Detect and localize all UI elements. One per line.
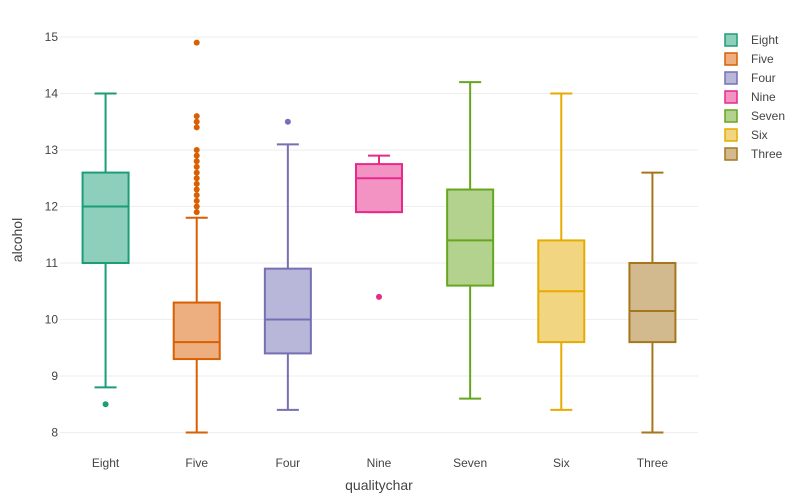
legend-item-nine[interactable]: Nine xyxy=(724,90,776,104)
y-tick-label: 9 xyxy=(51,369,58,383)
outlier-point xyxy=(193,163,200,170)
legend-label: Nine xyxy=(751,90,776,104)
iqr-box xyxy=(628,261,677,344)
iqr-box xyxy=(263,267,312,355)
outlier-point xyxy=(193,113,200,120)
x-tick-label: Six xyxy=(553,456,570,470)
legend[interactable]: Eight Five Four Nine Seven Six Three xyxy=(724,33,785,161)
x-tick-label: Three xyxy=(637,456,669,470)
box-four[interactable] xyxy=(263,118,312,411)
x-tick-label: Eight xyxy=(92,456,120,470)
outlier-point xyxy=(193,152,200,159)
iqr-box xyxy=(446,188,495,287)
outlier-point xyxy=(193,180,200,187)
plot-area[interactable] xyxy=(81,39,677,434)
y-tick-label: 12 xyxy=(45,199,59,213)
x-tick-label: Nine xyxy=(367,456,392,470)
outlier-point xyxy=(193,146,200,153)
legend-item-eight[interactable]: Eight xyxy=(724,33,779,47)
legend-swatch xyxy=(724,71,738,85)
outlier-point xyxy=(193,39,200,46)
outlier-point xyxy=(193,158,200,165)
legend-swatch xyxy=(724,33,738,47)
legend-item-seven[interactable]: Seven xyxy=(724,109,785,123)
legend-item-six[interactable]: Six xyxy=(724,128,768,142)
y-tick-label: 13 xyxy=(45,143,59,157)
outlier-point xyxy=(193,203,200,210)
legend-label: Five xyxy=(751,52,774,66)
outlier-point xyxy=(193,175,200,182)
legend-swatch xyxy=(724,90,738,104)
legend-swatch xyxy=(724,128,738,142)
x-tick-label: Seven xyxy=(453,456,487,470)
x-axis-title: qualitychar xyxy=(345,477,413,493)
legend-item-four[interactable]: Four xyxy=(724,71,776,85)
legend-swatch xyxy=(724,52,738,66)
legend-label: Eight xyxy=(751,33,779,47)
legend-label: Four xyxy=(751,71,776,85)
y-axis-title: alcohol xyxy=(9,218,25,262)
box-five[interactable] xyxy=(172,39,221,434)
y-tick-label: 14 xyxy=(45,86,59,100)
box-eight[interactable] xyxy=(81,92,130,408)
outlier-point xyxy=(102,401,109,408)
legend-item-three[interactable]: Three xyxy=(724,147,783,161)
y-tick-label: 8 xyxy=(51,426,58,440)
x-tick-labels: Eight Five Four Nine Seven Six Three xyxy=(92,456,669,470)
y-tick-label: 10 xyxy=(45,313,59,327)
legend-label: Six xyxy=(751,128,768,142)
legend-item-five[interactable]: Five xyxy=(724,52,774,66)
iqr-box xyxy=(355,163,403,214)
y-tick-labels: 8 9 10 11 12 13 14 15 xyxy=(45,30,59,440)
legend-swatch xyxy=(724,147,738,161)
y-tick-label: 15 xyxy=(45,30,59,44)
legend-label: Seven xyxy=(751,109,785,123)
outlier-point xyxy=(193,124,200,131)
outlier-point xyxy=(376,293,382,300)
iqr-box xyxy=(81,171,130,264)
gridlines xyxy=(60,36,698,434)
x-tick-label: Five xyxy=(185,456,208,470)
outlier-point xyxy=(193,192,200,199)
outlier-point xyxy=(193,169,200,176)
box-seven[interactable] xyxy=(446,81,495,400)
box-three[interactable] xyxy=(628,171,677,434)
x-tick-label: Four xyxy=(276,456,301,470)
legend-swatch xyxy=(724,109,738,123)
box-six[interactable] xyxy=(537,92,586,411)
box-nine[interactable] xyxy=(355,154,403,300)
legend-label: Three xyxy=(751,147,783,161)
y-tick-label: 11 xyxy=(46,256,59,270)
outlier-point xyxy=(193,209,200,216)
outlier-point xyxy=(284,118,291,125)
outlier-point xyxy=(193,197,200,204)
outlier-point xyxy=(193,186,200,193)
outlier-point xyxy=(193,118,200,125)
iqr-box xyxy=(172,301,221,361)
